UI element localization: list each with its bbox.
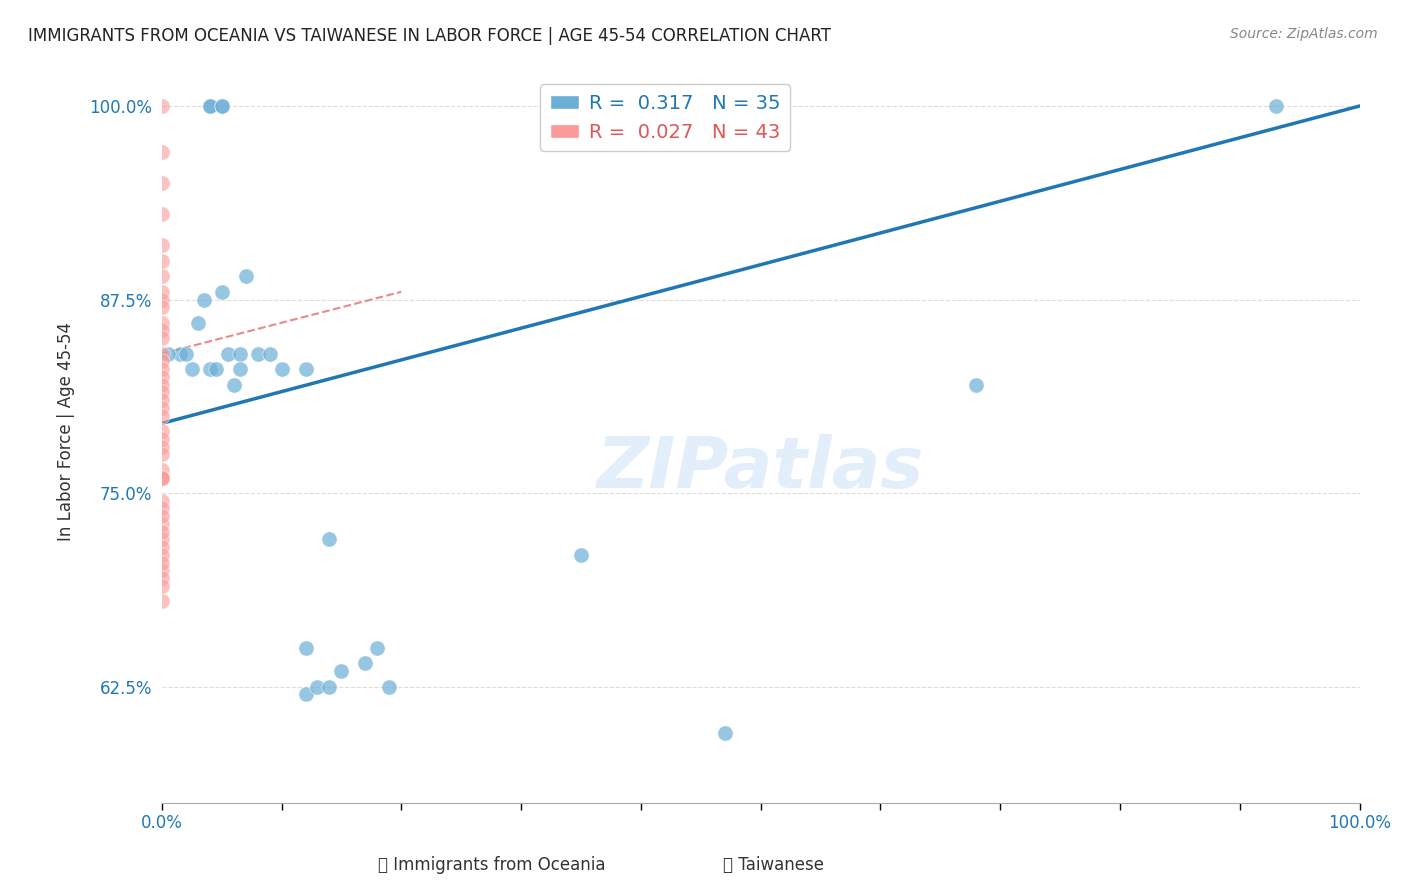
Point	[150, 362, 173, 376]
Point	[294, 640, 316, 655]
Point	[307, 680, 329, 694]
Point	[366, 640, 388, 655]
Point	[217, 347, 239, 361]
Point	[330, 664, 353, 678]
Point	[150, 556, 173, 570]
Text: ZIPatlas: ZIPatlas	[598, 434, 924, 503]
Point	[150, 533, 173, 547]
Point	[150, 501, 173, 516]
Point	[204, 362, 226, 376]
Point	[150, 579, 173, 593]
Point	[150, 316, 173, 330]
Legend: R =  0.317   N = 35, R =  0.027   N = 43: R = 0.317 N = 35, R = 0.027 N = 43	[540, 84, 790, 152]
Point	[198, 362, 221, 376]
Point	[150, 563, 173, 577]
Point	[150, 300, 173, 314]
Point	[180, 362, 202, 376]
Point	[150, 432, 173, 446]
Point	[270, 362, 292, 376]
Point	[150, 470, 173, 484]
Point	[150, 347, 173, 361]
Point	[211, 285, 233, 299]
Point	[150, 285, 173, 299]
Point	[150, 377, 173, 392]
Point	[150, 401, 173, 415]
Point	[150, 424, 173, 438]
Point	[150, 354, 173, 368]
Point	[318, 533, 340, 547]
Point	[1264, 99, 1286, 113]
Point	[150, 548, 173, 562]
Point	[187, 316, 209, 330]
Point	[150, 269, 173, 284]
Point	[150, 493, 173, 508]
Point	[211, 99, 233, 113]
Point	[211, 99, 233, 113]
Text: Source: ZipAtlas.com: Source: ZipAtlas.com	[1230, 27, 1378, 41]
Point	[294, 362, 316, 376]
Point	[174, 347, 197, 361]
Point	[150, 253, 173, 268]
Point	[150, 594, 173, 608]
Point	[150, 177, 173, 191]
Point	[150, 509, 173, 524]
Point	[150, 331, 173, 345]
Point	[378, 680, 401, 694]
Point	[150, 393, 173, 408]
Point	[354, 657, 377, 671]
Point	[198, 99, 221, 113]
Point	[965, 377, 987, 392]
Point	[150, 409, 173, 423]
Point	[150, 293, 173, 307]
Point	[246, 347, 269, 361]
Point	[150, 516, 173, 531]
Point	[150, 524, 173, 539]
Point	[713, 726, 735, 740]
Point	[150, 238, 173, 252]
Point	[228, 362, 250, 376]
Point	[169, 347, 191, 361]
Point	[294, 687, 316, 701]
Point	[569, 548, 592, 562]
Point	[198, 99, 221, 113]
Point	[150, 470, 173, 484]
Point	[150, 370, 173, 384]
Point	[150, 571, 173, 585]
Point	[150, 540, 173, 554]
Y-axis label: In Labor Force | Age 45-54: In Labor Force | Age 45-54	[58, 322, 75, 541]
Text: IMMIGRANTS FROM OCEANIA VS TAIWANESE IN LABOR FORCE | AGE 45-54 CORRELATION CHAR: IMMIGRANTS FROM OCEANIA VS TAIWANESE IN …	[28, 27, 831, 45]
Point	[150, 440, 173, 454]
Point	[150, 207, 173, 221]
Point	[318, 680, 340, 694]
Point	[235, 269, 257, 284]
Point	[150, 99, 173, 113]
Point	[156, 347, 179, 361]
Point	[150, 385, 173, 400]
Point	[150, 145, 173, 160]
Text: ⬜ Immigrants from Oceania: ⬜ Immigrants from Oceania	[378, 856, 606, 874]
Point	[150, 463, 173, 477]
Text: ⬜ Taiwanese: ⬜ Taiwanese	[723, 856, 824, 874]
Point	[259, 347, 281, 361]
Point	[222, 377, 245, 392]
Point	[150, 323, 173, 337]
Point	[228, 347, 250, 361]
Point	[150, 470, 173, 484]
Point	[150, 447, 173, 461]
Point	[193, 293, 215, 307]
